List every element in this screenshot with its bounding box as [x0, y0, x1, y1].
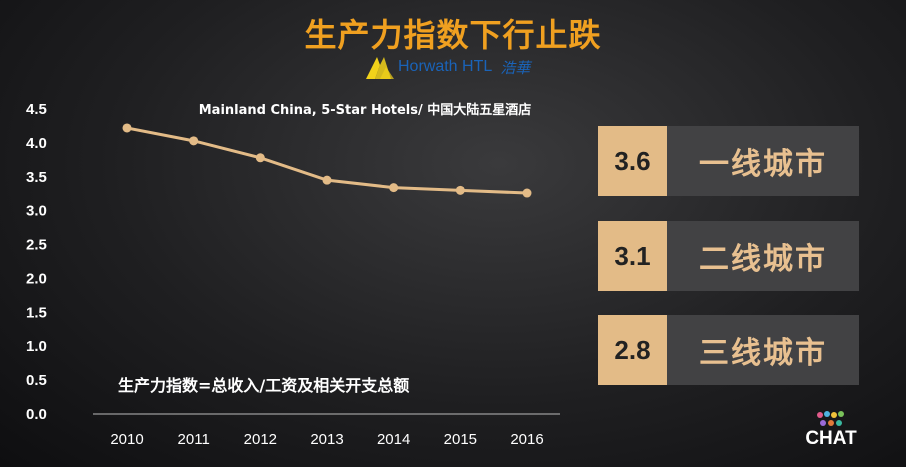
chart-subtitle: Mainland China, 5-Star Hotels/ 中国大陆五星酒店 — [199, 102, 532, 118]
data-point — [255, 153, 265, 163]
x-tick-label: 2013 — [310, 431, 343, 448]
y-axis-ticks: 0.0 0.5 1.0 1.5 2.0 2.5 3.0 3.5 4.0 4.5 — [26, 101, 47, 423]
x-tick-label: 2012 — [244, 431, 277, 448]
series-points — [122, 123, 532, 198]
y-tick-label: 4.0 — [26, 135, 47, 152]
x-tick-label: 2011 — [178, 431, 210, 448]
logo-mark-icon — [366, 57, 394, 79]
card-label: 二线城市 — [667, 221, 859, 291]
data-point — [522, 188, 532, 198]
y-tick-label: 1.5 — [26, 304, 47, 321]
card-label: 一线城市 — [667, 126, 859, 196]
y-tick-label: 3.0 — [26, 203, 47, 220]
y-tick-label: 3.5 — [26, 169, 47, 186]
y-tick-label: 0.0 — [26, 406, 47, 423]
y-tick-label: 1.0 — [26, 338, 47, 355]
chat-badge: CHAT — [796, 408, 866, 456]
card-tier1: 3.6 一线城市 — [598, 126, 859, 196]
data-point — [455, 185, 465, 195]
x-tick-label: 2015 — [444, 431, 477, 448]
card-value: 3.6 — [598, 126, 667, 196]
crowd-icon — [817, 411, 844, 426]
formula-annotation: 生产力指数=总收入/工资及相关开支总额 — [118, 376, 409, 395]
data-point — [322, 175, 332, 185]
card-tier2: 3.1 二线城市 — [598, 221, 859, 291]
card-value: 2.8 — [598, 315, 667, 385]
chat-text: CHAT — [805, 428, 857, 449]
card-value: 3.1 — [598, 221, 667, 291]
y-tick-label: 2.5 — [26, 237, 47, 254]
x-tick-label: 2010 — [110, 431, 143, 448]
y-tick-label: 4.5 — [26, 101, 47, 118]
card-label: 三线城市 — [667, 315, 859, 385]
productivity-line-chart: 0.00.51.01.52.02.53.03.54.04.5 2010 2011 2… — [26, 101, 560, 448]
x-tick-label: 2014 — [377, 431, 410, 448]
y-tick-label: 2.0 — [26, 270, 47, 287]
data-point — [122, 123, 132, 133]
page-title: 生产力指数下行止跌 — [304, 16, 602, 54]
y-tick-label: 0.5 — [26, 372, 47, 389]
logo-brand-text: Horwath HTL — [398, 58, 493, 75]
logo-cn-text: 浩華 — [500, 58, 531, 77]
horwath-logo: Horwath HTL 浩華 — [366, 54, 530, 80]
x-tick-label: 2016 — [510, 431, 543, 448]
x-axis-ticks: 2010 2011 2012 2013 2014 2015 2016 — [110, 431, 543, 448]
card-tier3: 2.8 三线城市 — [598, 315, 859, 385]
data-point — [389, 183, 399, 193]
data-point — [189, 136, 199, 146]
